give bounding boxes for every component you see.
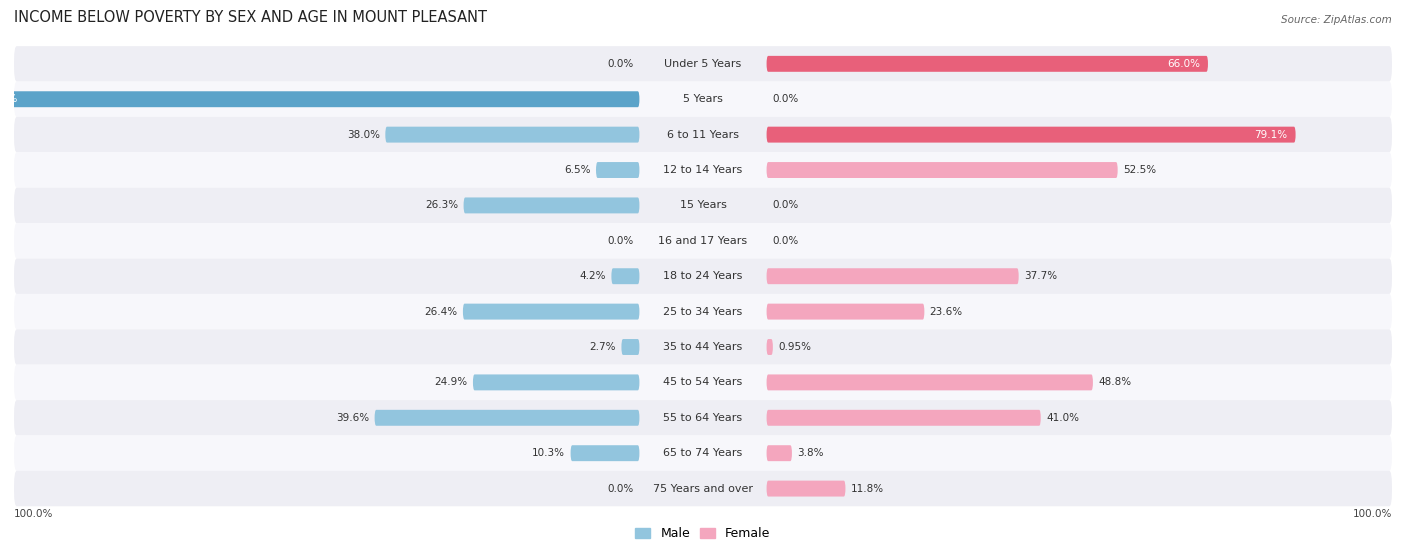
FancyBboxPatch shape <box>385 127 640 143</box>
Text: 45 to 54 Years: 45 to 54 Years <box>664 377 742 387</box>
Text: 0.95%: 0.95% <box>779 342 811 352</box>
FancyBboxPatch shape <box>766 445 792 461</box>
FancyBboxPatch shape <box>464 198 640 213</box>
FancyBboxPatch shape <box>596 162 640 178</box>
Text: 100.0%: 100.0% <box>0 94 18 104</box>
Text: 15 Years: 15 Years <box>679 200 727 210</box>
Text: Under 5 Years: Under 5 Years <box>665 59 741 69</box>
Legend: Male, Female: Male, Female <box>630 522 776 545</box>
FancyBboxPatch shape <box>766 56 1208 72</box>
Text: 41.0%: 41.0% <box>1046 413 1080 423</box>
Text: 37.7%: 37.7% <box>1024 271 1057 281</box>
Text: 16 and 17 Years: 16 and 17 Years <box>658 236 748 246</box>
FancyBboxPatch shape <box>766 480 845 497</box>
FancyBboxPatch shape <box>766 162 1118 178</box>
Text: 11.8%: 11.8% <box>851 484 884 494</box>
Text: 0.0%: 0.0% <box>772 236 799 246</box>
FancyBboxPatch shape <box>14 117 1392 152</box>
Text: 55 to 64 Years: 55 to 64 Years <box>664 413 742 423</box>
FancyBboxPatch shape <box>14 187 1392 223</box>
Text: 52.5%: 52.5% <box>1123 165 1156 175</box>
FancyBboxPatch shape <box>766 410 1040 426</box>
Text: 0.0%: 0.0% <box>607 484 634 494</box>
FancyBboxPatch shape <box>766 339 773 355</box>
Text: 0.0%: 0.0% <box>772 200 799 210</box>
FancyBboxPatch shape <box>621 339 640 355</box>
FancyBboxPatch shape <box>14 258 1392 294</box>
Text: 0.0%: 0.0% <box>607 59 634 69</box>
Text: 25 to 34 Years: 25 to 34 Years <box>664 306 742 316</box>
Text: 6.5%: 6.5% <box>564 165 591 175</box>
FancyBboxPatch shape <box>14 365 1392 400</box>
FancyBboxPatch shape <box>14 46 1392 81</box>
Text: 48.8%: 48.8% <box>1098 377 1132 387</box>
Text: 6 to 11 Years: 6 to 11 Years <box>666 129 740 140</box>
FancyBboxPatch shape <box>14 81 1392 117</box>
Text: 65 to 74 Years: 65 to 74 Years <box>664 448 742 458</box>
Text: 79.1%: 79.1% <box>1254 129 1288 140</box>
Text: 26.3%: 26.3% <box>425 200 458 210</box>
Text: 35 to 44 Years: 35 to 44 Years <box>664 342 742 352</box>
FancyBboxPatch shape <box>374 410 640 426</box>
Text: 75 Years and over: 75 Years and over <box>652 484 754 494</box>
FancyBboxPatch shape <box>571 445 640 461</box>
FancyBboxPatch shape <box>766 304 924 320</box>
Text: 100.0%: 100.0% <box>14 509 53 519</box>
Text: 12 to 14 Years: 12 to 14 Years <box>664 165 742 175</box>
FancyBboxPatch shape <box>14 223 1392 258</box>
Text: 39.6%: 39.6% <box>336 413 370 423</box>
FancyBboxPatch shape <box>14 329 1392 365</box>
FancyBboxPatch shape <box>14 435 1392 471</box>
Text: 0.0%: 0.0% <box>607 236 634 246</box>
Text: 3.8%: 3.8% <box>797 448 824 458</box>
FancyBboxPatch shape <box>14 152 1392 187</box>
Text: 23.6%: 23.6% <box>929 306 963 316</box>
Text: 24.9%: 24.9% <box>434 377 468 387</box>
Text: Source: ZipAtlas.com: Source: ZipAtlas.com <box>1281 15 1392 25</box>
FancyBboxPatch shape <box>766 127 1295 143</box>
Text: 4.2%: 4.2% <box>579 271 606 281</box>
FancyBboxPatch shape <box>612 268 640 284</box>
FancyBboxPatch shape <box>14 400 1392 435</box>
Text: 10.3%: 10.3% <box>533 448 565 458</box>
Text: 38.0%: 38.0% <box>347 129 380 140</box>
FancyBboxPatch shape <box>463 304 640 320</box>
FancyBboxPatch shape <box>0 92 640 107</box>
Text: 100.0%: 100.0% <box>1353 509 1392 519</box>
FancyBboxPatch shape <box>472 374 640 391</box>
Text: 5 Years: 5 Years <box>683 94 723 104</box>
Text: 18 to 24 Years: 18 to 24 Years <box>664 271 742 281</box>
Text: INCOME BELOW POVERTY BY SEX AND AGE IN MOUNT PLEASANT: INCOME BELOW POVERTY BY SEX AND AGE IN M… <box>14 10 486 25</box>
FancyBboxPatch shape <box>766 374 1092 391</box>
FancyBboxPatch shape <box>14 294 1392 329</box>
Text: 26.4%: 26.4% <box>425 306 457 316</box>
FancyBboxPatch shape <box>766 268 1019 284</box>
Text: 66.0%: 66.0% <box>1167 59 1199 69</box>
FancyBboxPatch shape <box>14 471 1392 506</box>
Text: 2.7%: 2.7% <box>589 342 616 352</box>
Text: 0.0%: 0.0% <box>772 94 799 104</box>
